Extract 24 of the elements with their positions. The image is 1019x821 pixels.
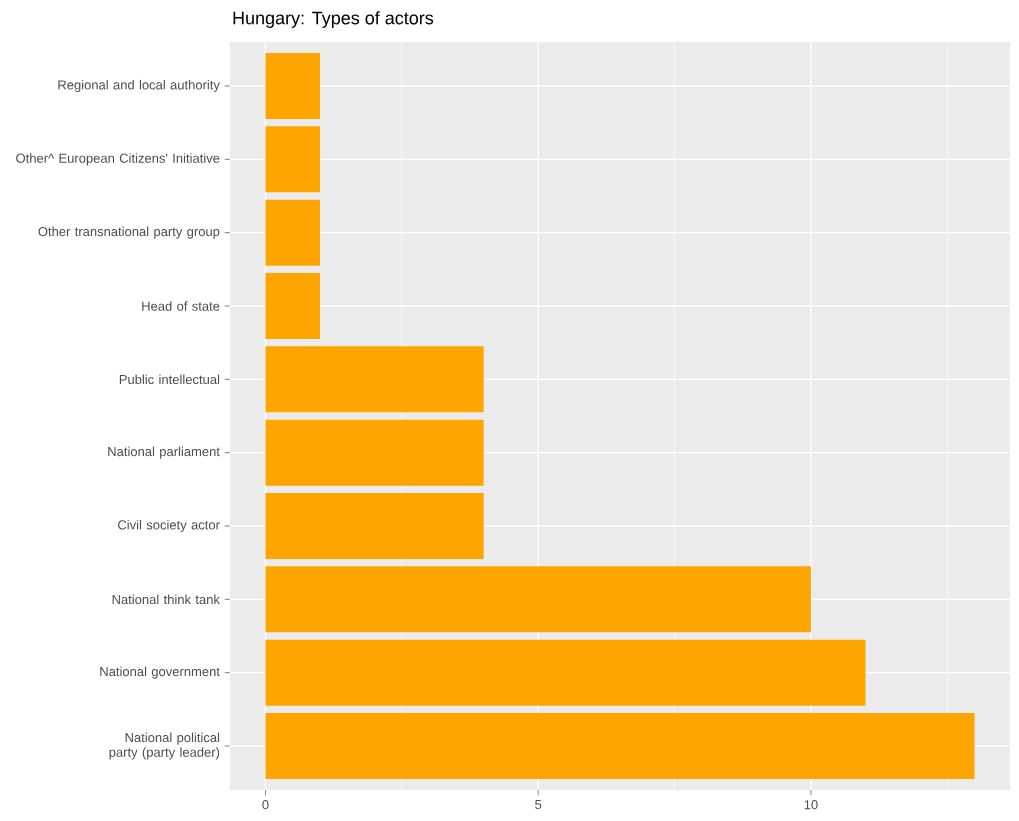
- y-tick-label: National think tank: [112, 594, 220, 605]
- bar: [265, 126, 321, 193]
- y-tick-label: National government: [100, 666, 220, 679]
- y-tick-label: Other^ European Citizens' Initiative: [16, 153, 220, 166]
- y-tick-label: Civil society actor: [118, 519, 220, 533]
- y-tick-label: Public intellectual: [119, 374, 220, 385]
- bar: [265, 199, 321, 266]
- x-tick-label: 0: [262, 800, 269, 810]
- bar: [265, 346, 484, 413]
- y-tick-label: Head of state: [142, 301, 220, 311]
- y-tick-label: National political party (party leader): [109, 732, 220, 760]
- y-tick-label: Regional and local authority: [58, 79, 220, 93]
- y-tick-label: National parliament: [108, 446, 220, 459]
- bar: [265, 52, 321, 119]
- x-tick-label: 10: [804, 800, 818, 810]
- bar: [265, 713, 975, 780]
- chart-title: Hungary: Types of actors: [233, 11, 434, 28]
- x-tick-label: 5: [535, 800, 542, 810]
- bar: [265, 639, 866, 706]
- y-tick-label: Other transnational party group: [38, 226, 220, 239]
- bar: [265, 419, 484, 486]
- bar: [265, 273, 321, 339]
- bar: [265, 566, 811, 633]
- bar: [265, 493, 484, 559]
